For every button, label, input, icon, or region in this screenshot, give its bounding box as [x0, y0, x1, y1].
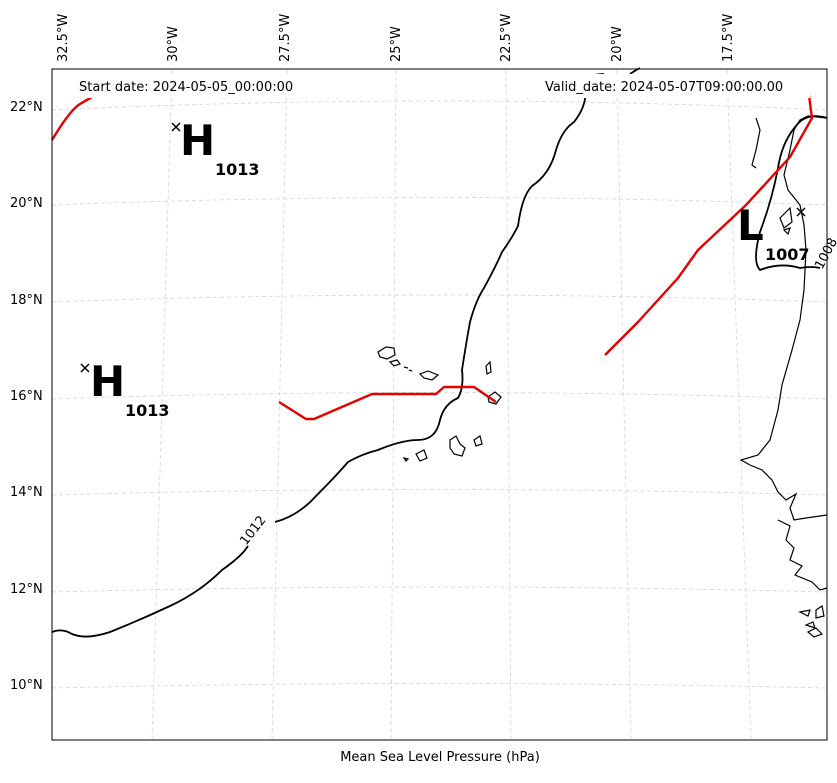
africa-coastline [739, 115, 828, 638]
trough-east [604, 87, 814, 356]
lat-tick-label: 12°N [10, 582, 43, 597]
valid-date-label: Valid_date: 2024-05-07T09:00:00.00 [545, 80, 783, 95]
map-caption: Mean Sea Level Pressure (hPa) [340, 750, 540, 765]
isobar-1008 [755, 115, 828, 272]
lat-tick-label: 16°N [10, 389, 43, 404]
isobar-1012-west [51, 545, 249, 638]
marker-cross-h2 [80, 363, 90, 373]
lat-tick-label: 10°N [10, 678, 43, 693]
pressure-center-value-l: 1007 [765, 245, 810, 264]
lat-tick-label: 20°N [10, 196, 43, 211]
lon-tick-label: 20°W [610, 26, 625, 62]
pressure-center-value-h1: 1013 [215, 160, 260, 179]
trough-northwest [50, 94, 95, 141]
marker-cross-l [796, 207, 806, 217]
lat-tick-label: 18°N [10, 293, 43, 308]
start-date-bg [72, 74, 324, 98]
lon-tick-labels: 32.5°W 30°W 27.5°W 25°W 22.5°W 20°W 17.5… [56, 14, 736, 62]
center-markers [80, 122, 806, 373]
pressure-center-letter-h2: H [90, 357, 125, 406]
lat-tick-label: 22°N [10, 100, 43, 115]
isobar-label-1012: 1012 [237, 513, 269, 548]
map-frame [51, 68, 828, 741]
lon-tick-label: 27.5°W [278, 14, 293, 62]
lon-tick-label: 30°W [166, 26, 181, 62]
pressure-center-letter-l: L [737, 201, 764, 250]
lon-tick-label: 22.5°W [499, 14, 514, 62]
lat-tick-label: 14°N [10, 485, 43, 500]
start-date-label: Start date: 2024-05-05_00:00:00 [79, 80, 293, 95]
cape-verde-islands [377, 346, 502, 462]
valid-date-bg [540, 74, 810, 98]
isobar-lines [51, 67, 828, 638]
lon-tick-label: 25°W [389, 26, 404, 62]
pressure-center-letter-h1: H [180, 116, 215, 165]
marker-cross-h1 [171, 122, 181, 132]
lon-tick-label: 32.5°W [56, 14, 71, 62]
trough-central [278, 385, 497, 421]
isobar-1012-east [274, 73, 605, 523]
graticule [51, 69, 828, 741]
pressure-center-value-h2: 1013 [125, 401, 170, 420]
trough-lines [50, 87, 814, 421]
isobar-label-1008: 1008 [812, 236, 837, 272]
isobar-1012-top [629, 67, 641, 75]
lon-tick-label: 17.5°W [721, 14, 736, 62]
lat-tick-labels: 22°N 20°N 18°N 16°N 14°N 12°N 10°N [10, 100, 43, 693]
